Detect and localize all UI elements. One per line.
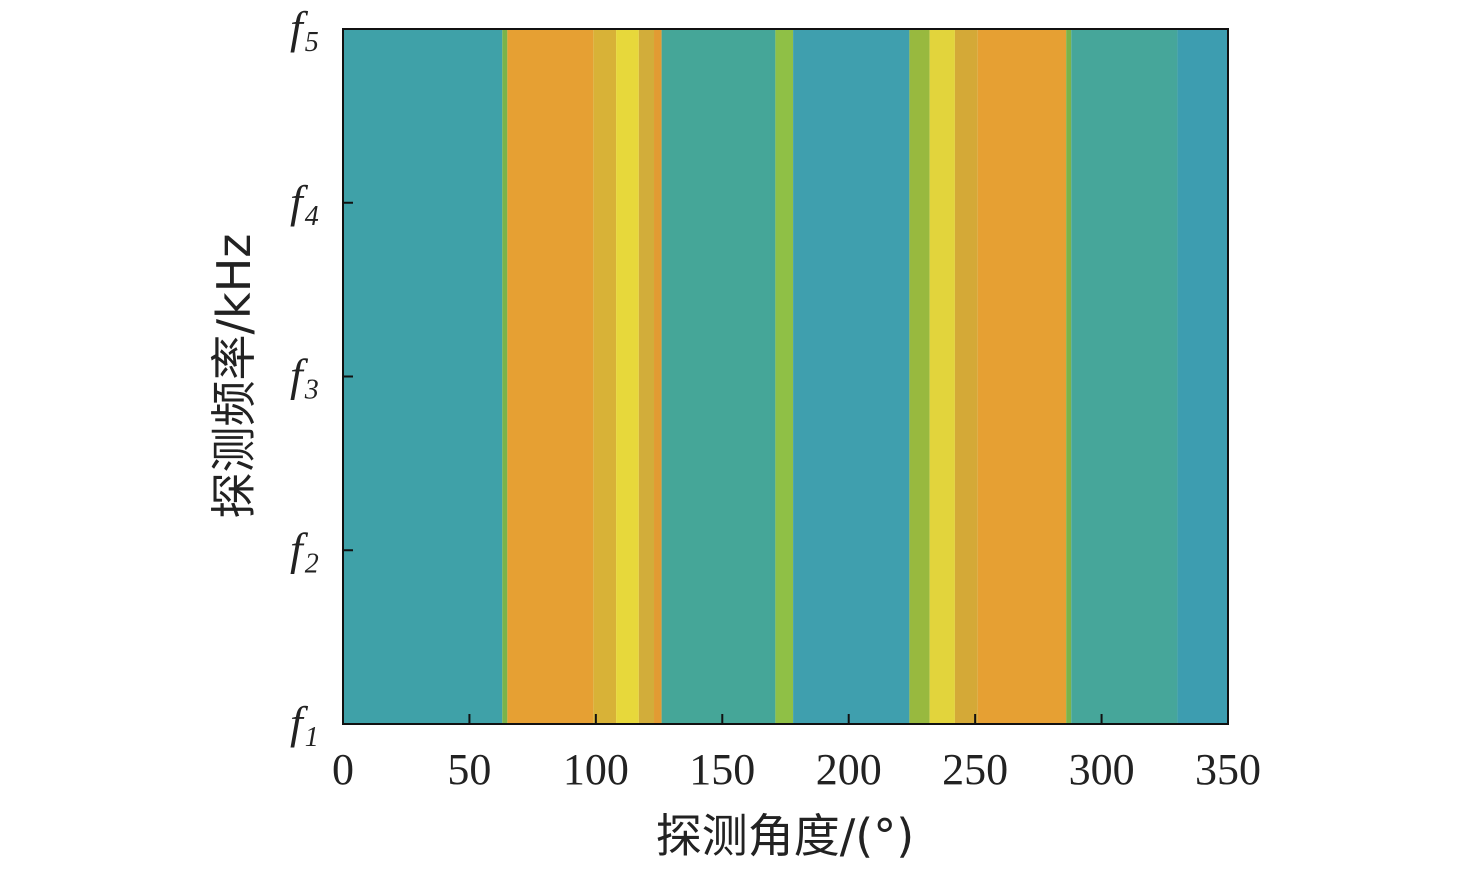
x-axis-label: 探测角度/(°): [656, 809, 914, 863]
x-tick-label-6: 300: [1069, 745, 1135, 794]
heatmap-band-6: [654, 29, 662, 724]
heatmap-band-9: [793, 29, 910, 724]
heatmap-band-11: [929, 29, 955, 724]
heatmap-band-15: [1071, 29, 1178, 724]
x-tick-label-3: 150: [689, 745, 755, 794]
y-axis-label: 探测频率/kHz: [207, 234, 261, 519]
heatmap-band-1: [502, 29, 508, 724]
x-tick-label-4: 200: [816, 745, 882, 794]
x-tick-label-0: 0: [332, 745, 354, 794]
heatmap-band-4: [616, 29, 639, 724]
heatmap-band-13: [977, 29, 1067, 724]
y-tick-label-4: f5: [290, 2, 319, 58]
y-tick-label-1: f2: [290, 523, 319, 579]
heatmap-band-0: [343, 29, 503, 724]
heatmap-band-16: [1177, 29, 1228, 724]
heatmap-band-10: [909, 29, 930, 724]
heatmap-band-7: [661, 29, 776, 724]
heatmap-band-5: [638, 29, 655, 724]
x-tick-label-5: 250: [942, 745, 1008, 794]
x-tick-label-1: 50: [447, 745, 491, 794]
x-axis: 0 50 100 150 200 250 300 350: [332, 714, 1261, 794]
x-tick-label-7: 350: [1195, 745, 1261, 794]
heatmap-band-3: [593, 29, 617, 724]
heatmap-band-14: [1066, 29, 1072, 724]
y-tick-label-3: f4: [290, 176, 319, 232]
heatmap-band-8: [775, 29, 794, 724]
y-tick-label-0: f1: [290, 697, 319, 753]
y-tick-label-2: f3: [290, 350, 319, 406]
heatmap-band-12: [954, 29, 978, 724]
x-tick-label-2: 100: [563, 745, 629, 794]
heatmap-band-2: [507, 29, 594, 724]
heatmap-bands: [343, 29, 1228, 724]
